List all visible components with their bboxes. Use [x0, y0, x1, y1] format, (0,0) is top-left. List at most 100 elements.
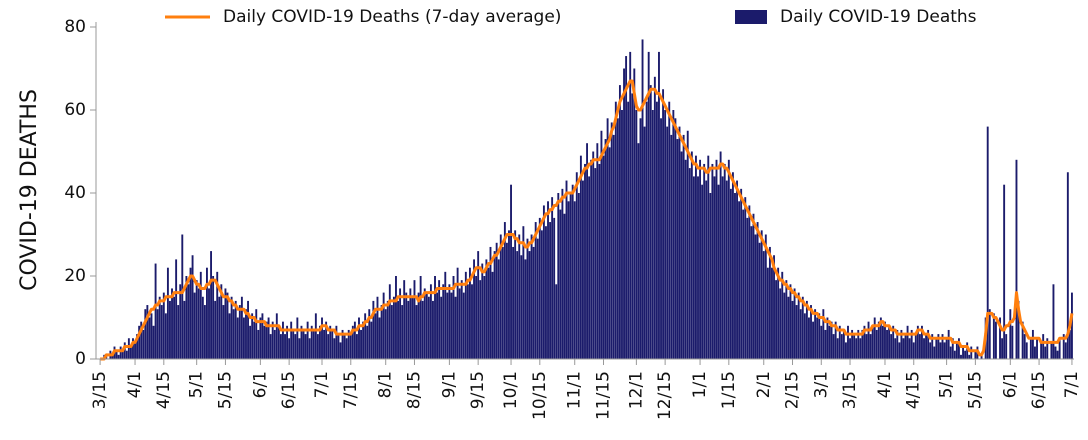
bar: [676, 139, 679, 359]
bar: [684, 159, 687, 359]
bar: [994, 321, 997, 359]
bar: [1001, 338, 1004, 359]
bar: [341, 329, 344, 359]
bar: [497, 259, 500, 359]
bar: [740, 188, 743, 359]
bar: [162, 292, 165, 359]
bar: [727, 159, 730, 359]
x-tick-label: 11/1: [565, 371, 585, 409]
bar: [1015, 159, 1018, 359]
bar: [760, 230, 763, 359]
bar: [986, 126, 989, 359]
bar: [970, 346, 973, 359]
bar: [267, 317, 270, 359]
bar: [701, 184, 704, 359]
bar: [547, 201, 549, 359]
bar: [625, 56, 628, 360]
bar: [265, 321, 268, 359]
bar: [877, 321, 880, 359]
bar: [321, 317, 323, 359]
bar: [795, 305, 798, 359]
bar: [136, 334, 139, 359]
bar: [302, 329, 305, 359]
bar: [953, 350, 956, 359]
bar: [785, 280, 788, 359]
bar: [861, 329, 864, 359]
bar: [413, 280, 416, 359]
bar: [475, 276, 478, 359]
bar: [448, 284, 451, 359]
bar: [826, 317, 829, 359]
legend-label: Daily COVID-19 Deaths (7-day average): [223, 7, 561, 27]
bar: [355, 334, 358, 359]
bar: [575, 172, 578, 359]
bar: [372, 300, 375, 359]
bar: [203, 305, 206, 359]
bar: [1029, 338, 1032, 359]
y-tick-label: 80: [64, 17, 86, 37]
bar: [896, 329, 899, 359]
x-tick-label: 5/1: [187, 371, 207, 398]
bar: [277, 325, 280, 359]
x-tick-label: 7/1: [1062, 371, 1082, 398]
bar: [968, 354, 971, 359]
bar: [1068, 329, 1071, 359]
bar: [744, 197, 747, 359]
bar: [323, 329, 326, 359]
bar: [132, 338, 134, 359]
bar: [655, 101, 658, 359]
bar: [842, 329, 845, 359]
bar: [844, 342, 847, 359]
bar: [534, 222, 537, 359]
bar: [719, 151, 722, 359]
bar: [1044, 346, 1047, 359]
bar: [388, 284, 391, 359]
bar: [468, 267, 471, 359]
bar: [734, 193, 736, 359]
bar: [386, 300, 389, 359]
bar: [127, 338, 130, 359]
bar: [797, 292, 800, 359]
bar: [1017, 300, 1020, 359]
bar: [380, 305, 383, 359]
bar: [651, 110, 654, 359]
bar: [894, 338, 897, 359]
bar: [366, 325, 369, 359]
bar: [339, 342, 342, 359]
bar: [300, 325, 303, 359]
bar: [966, 342, 969, 359]
bar: [664, 110, 667, 359]
bar: [473, 259, 475, 359]
bar: [914, 334, 917, 359]
bar: [522, 226, 525, 359]
bar: [154, 263, 157, 359]
bar: [263, 325, 266, 359]
bar: [927, 329, 930, 359]
bar: [758, 242, 761, 359]
bar: [224, 288, 227, 359]
bar: [1040, 342, 1043, 359]
x-tick-label: 10/15: [530, 371, 550, 420]
bar: [298, 338, 301, 359]
x-tick-label: 4/15: [154, 371, 174, 409]
bar: [349, 334, 352, 359]
bar: [910, 329, 913, 359]
bar: [382, 292, 385, 359]
bar: [370, 321, 373, 359]
bar: [600, 130, 603, 359]
bar: [742, 209, 745, 359]
bar: [902, 338, 905, 359]
bar: [635, 110, 638, 359]
bar: [573, 201, 576, 359]
bar: [808, 317, 810, 359]
bar: [228, 313, 231, 359]
bar: [259, 317, 262, 359]
bar: [438, 280, 441, 359]
bar: [185, 276, 188, 359]
bar: [1058, 338, 1061, 359]
bar: [1034, 346, 1036, 359]
bar: [1042, 334, 1045, 359]
bar: [955, 342, 958, 359]
bar: [234, 300, 237, 359]
bar: [1003, 184, 1006, 359]
